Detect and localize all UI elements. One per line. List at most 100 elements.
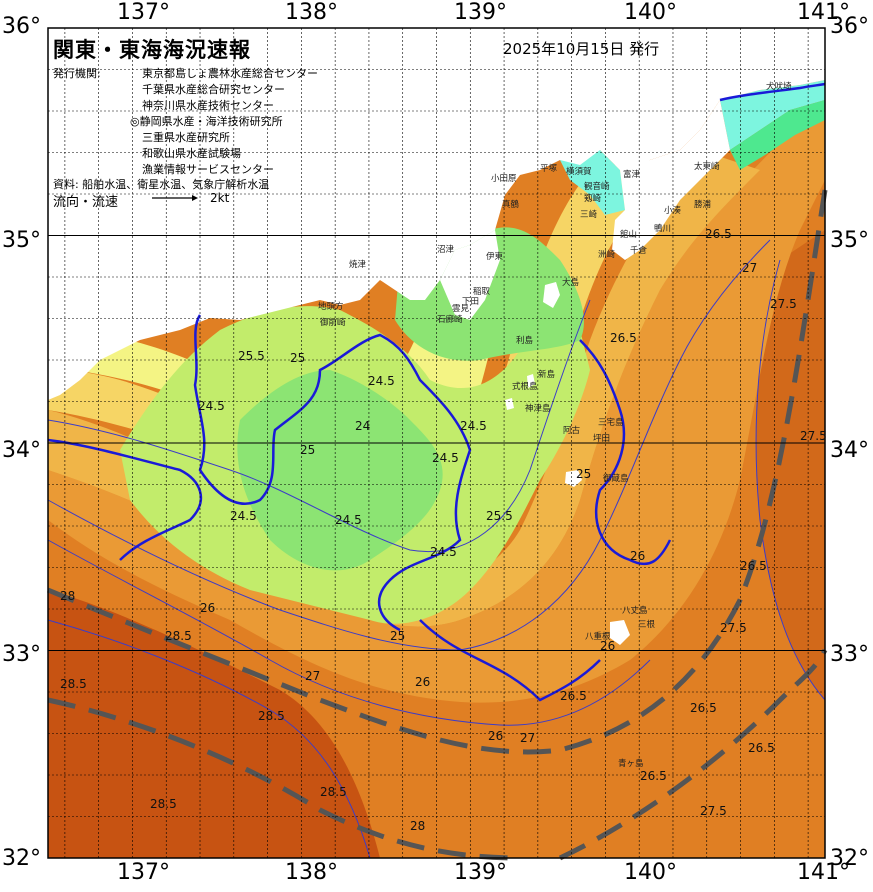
contour-label: 28.5 [150,797,177,811]
contour-label: 26.5 [560,689,587,703]
place-label: 御蔵島 [603,474,629,484]
contour-label: 25.5 [486,509,513,523]
agency-item: 漁業情報サービスセンター [142,163,274,176]
place-label: 利島 [516,336,534,346]
current-axis-main [47,189,828,755]
place-label: 焼津 [349,260,367,270]
land-kozu [505,398,514,410]
place-label: 真鶴 [502,200,520,210]
map-header: 関東・東海海況速報 発行機関: 東京都島しょ農林水産総合センター 千葉県水産総合… [50,30,380,210]
flow-legend-label: 流向・流速 [53,195,119,210]
lon-label: 139° [454,0,507,25]
lon-label: 141° [797,860,850,885]
agency-label: 発行機関: [53,67,101,80]
place-label: 沼津 [437,245,455,255]
current-axis-south [47,697,521,861]
sst-under-22-tokyo-bay [560,150,625,215]
place-label: 館山 [620,230,638,240]
place-label: 稲取 [473,287,491,297]
contour-label: 27.5 [800,429,827,443]
contour-label: 24.5 [335,513,362,527]
contour-label: 24 [355,419,370,433]
contour-label: 26.5 [690,701,717,715]
flow-legend-unit: 2kt [210,191,230,205]
bold-contours [47,82,826,702]
place-label: 太東崎 [694,162,720,172]
contour-label: 26.5 [610,331,637,345]
lat-label: 32° [2,846,41,871]
lon-label: 138° [285,0,338,25]
lat-lon-grid [48,28,825,858]
contour-label: 28.5 [320,785,347,799]
contour-label: 24.5 [368,374,395,388]
place-label: 式根島 [512,382,538,392]
contour-label: 25.5 [238,349,265,363]
place-label: 小田原 [491,174,517,184]
place-label: 雲見 [452,304,470,314]
contour-label: 28 [60,589,75,603]
place-label: 御前崎 [320,318,346,328]
contour-label: 26 [630,549,645,563]
place-label: 三根 [638,620,656,630]
lon-label: 138° [285,860,338,885]
lon-label: 139° [454,860,507,885]
contour-26-bold-east [579,339,672,566]
contour-label: 24.5 [230,509,257,523]
lat-label: 32° [830,846,869,871]
contour-label: 28.5 [258,709,285,723]
contour-27-5-east [755,259,826,701]
place-label: 坪田 [593,434,611,444]
contour-label: 26.5 [640,769,667,783]
place-label: 伊東 [486,252,504,262]
contour-label: 26 [600,639,615,653]
contour-coast-bold [719,82,826,102]
contour-25-5-bold [419,619,601,702]
place-label: 下田 [462,297,480,307]
agency-item: 三重県水産研究所 [142,131,230,144]
lat-label: 33° [2,642,41,667]
agency-item: 和歌山県水産試験場 [142,147,241,160]
contour-label: 26.5 [705,227,732,241]
land-oshima [543,282,560,308]
place-label: 犬吠埼 [766,82,792,92]
lat-label: 36° [830,14,869,39]
current-axis [47,189,828,861]
place-label: 八重根 [585,632,611,642]
contour-26-5 [47,239,771,651]
agency-item: 千葉県水産総合研究センター [142,83,285,96]
lon-label: 137° [117,0,170,25]
contour-label: 27.5 [770,297,797,311]
place-label: 勝浦 [694,200,712,210]
place-label: 新島 [538,370,556,380]
place-label: 観音崎 [584,182,610,192]
contour-label: 24.5 [430,545,457,559]
agency-item: 神奈川県水産技術センター [142,99,274,112]
contour-label: 25 [390,629,405,643]
lat-label: 33° [830,642,869,667]
sst-26-5-band [48,100,825,703]
data-source: 資料: 船舶水温、衛星水温、気象庁解析水温 [53,178,270,191]
place-label: 八丈島 [622,606,648,616]
place-label: 大島 [562,278,580,288]
contour-label: 26 [488,729,503,743]
lat-label: 34° [830,438,869,463]
sst-28-southwest [48,590,380,858]
contour-label: 24.5 [460,419,487,433]
current-axis-eastern-branch [558,648,828,861]
place-label: 阿古 [563,426,581,436]
place-label: 三崎 [580,210,598,220]
contour-label: 28.5 [60,677,87,691]
place-label: 千倉 [630,246,648,256]
place-label: 剱崎 [584,194,602,204]
contour-label: 27.5 [700,804,727,818]
flow-legend-arrow [152,195,198,201]
place-label: 洲崎 [598,250,616,260]
contour-label: 26.5 [740,559,767,573]
place-label: 神津島 [525,404,551,414]
place-label: 富津 [623,170,641,180]
contour-label: 24.5 [432,451,459,465]
land-niijima [527,374,535,388]
contour-label: 27 [742,261,757,275]
contour-label: 27 [520,731,535,745]
